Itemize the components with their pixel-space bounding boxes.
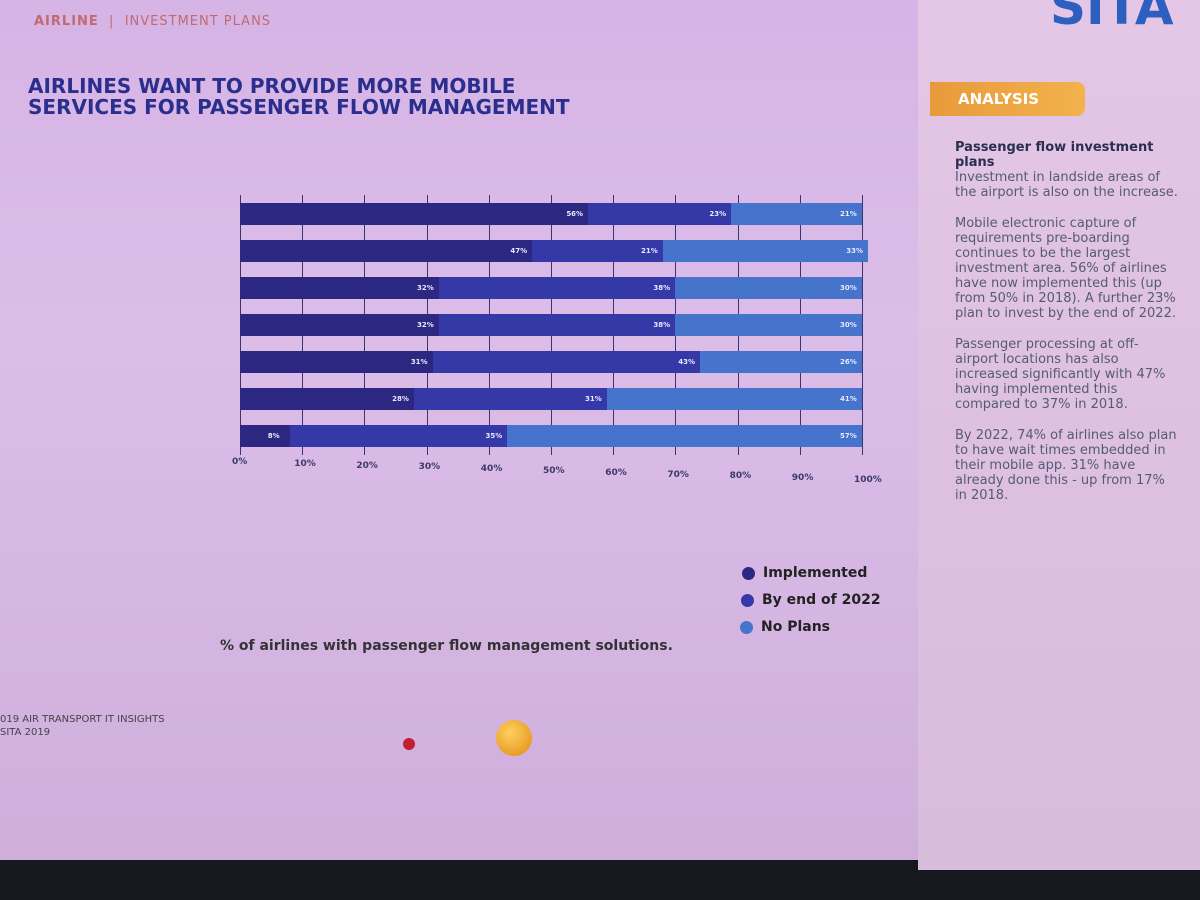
analysis-paragraph: Passenger processing at off-airport loca… — [955, 337, 1166, 412]
bar-segment — [289, 425, 508, 448]
value-label: 31% — [584, 395, 602, 404]
chart-caption: % of airlines with passenger flow manage… — [220, 638, 673, 654]
bar-segment — [414, 388, 607, 411]
value-label: 47% — [510, 246, 528, 255]
breadcrumb: AIRLINE | INVESTMENT PLANS — [34, 14, 272, 29]
legend-entry: By end of 2022 — [741, 592, 881, 608]
bar-segment — [731, 202, 862, 225]
x-tick-label: 50% — [543, 466, 565, 476]
value-label: 33% — [846, 246, 863, 255]
bar-segment — [532, 239, 663, 262]
bar-segment — [240, 276, 440, 299]
bar-segment — [606, 388, 862, 411]
x-tick-label: 90% — [791, 473, 814, 484]
x-tick-label: 70% — [667, 469, 689, 480]
analysis-paragraph: Mobile electronic capture of requirement… — [955, 216, 1176, 321]
bar-segment — [675, 314, 862, 336]
bar-segment — [240, 239, 533, 262]
value-label: 8% — [267, 432, 280, 441]
value-label: 38% — [653, 283, 671, 292]
legend-label: No Plans — [761, 619, 831, 635]
value-label: 21% — [640, 246, 658, 255]
value-label: 30% — [840, 321, 857, 329]
bar-segment — [240, 425, 290, 448]
legend-entry: Implemented — [742, 565, 867, 581]
sidebar — [918, 0, 1200, 870]
x-tick-label: 100% — [854, 475, 882, 485]
x-tick-label: 30% — [418, 462, 441, 473]
legend-entry: No Plans — [740, 619, 830, 635]
analysis-subheading: Passenger flow investment plans — [955, 140, 1154, 170]
bar-segment — [507, 425, 862, 448]
legend-swatch — [742, 566, 755, 580]
analysis-paragraph: Investment in landside areas of the airp… — [955, 170, 1178, 200]
bar-segment — [588, 202, 732, 225]
bar-segment — [240, 202, 589, 225]
decor-dot — [403, 738, 415, 750]
bar-segment — [240, 314, 440, 336]
bar-segment — [240, 388, 415, 411]
value-label: 35% — [485, 432, 503, 441]
value-label: 41% — [840, 395, 857, 404]
bar-segment — [662, 239, 869, 262]
chart: 0%10%20%30%40%50%60%70%80%90%100%Mobile … — [232, 195, 882, 635]
chart-title: AIRLINES WANT TO PROVIDE MORE MOBILE SER… — [28, 74, 570, 119]
section: AIRLINE — [34, 14, 99, 29]
analysis-heading: ANALYSIS — [930, 82, 1085, 116]
bar-segment — [432, 351, 701, 374]
footer: 019 AIR TRANSPORT IT INSIGHTS SITA 2019 — [0, 713, 165, 739]
logo: SITA — [1050, 0, 1174, 36]
bar-segment — [700, 351, 862, 374]
value-label: 21% — [840, 209, 857, 218]
x-tick-label: 20% — [356, 460, 378, 471]
value-label: 57% — [840, 432, 857, 441]
grid-line — [862, 195, 863, 455]
x-tick-label: 10% — [294, 458, 316, 469]
legend-label: Implemented — [763, 565, 868, 581]
legend-label: By end of 2022 — [762, 592, 881, 608]
value-label: 28% — [392, 395, 409, 404]
x-tick-label: 80% — [729, 471, 752, 482]
x-tick-label: 60% — [605, 467, 627, 478]
bar-segment — [439, 314, 676, 336]
value-label: 31% — [410, 358, 428, 367]
value-label: 56% — [566, 209, 584, 218]
bar-segment — [675, 276, 862, 299]
value-label: 26% — [840, 358, 857, 367]
value-label: 43% — [678, 358, 696, 367]
subsection: INVESTMENT PLANS — [124, 14, 272, 29]
legend-swatch — [740, 620, 753, 634]
legend-swatch — [741, 593, 754, 607]
value-label: 32% — [417, 283, 434, 292]
value-label: 30% — [840, 283, 857, 292]
value-label: 23% — [709, 209, 727, 218]
value-label: 32% — [417, 321, 434, 329]
bar-segment — [439, 276, 676, 299]
value-label: 38% — [653, 321, 671, 329]
decor-dot — [496, 720, 532, 756]
analysis-paragraph: By 2022, 74% of airlines also plan to ha… — [955, 428, 1177, 503]
x-tick-label: 0% — [232, 457, 248, 467]
footer-line: SITA 2019 — [0, 727, 51, 738]
footer-line: 019 AIR TRANSPORT IT INSIGHTS — [0, 714, 165, 725]
x-tick-label: 40% — [480, 464, 503, 475]
analysis-text: Passenger flow investment plans Investme… — [955, 140, 1180, 519]
bar-segment — [240, 351, 433, 374]
